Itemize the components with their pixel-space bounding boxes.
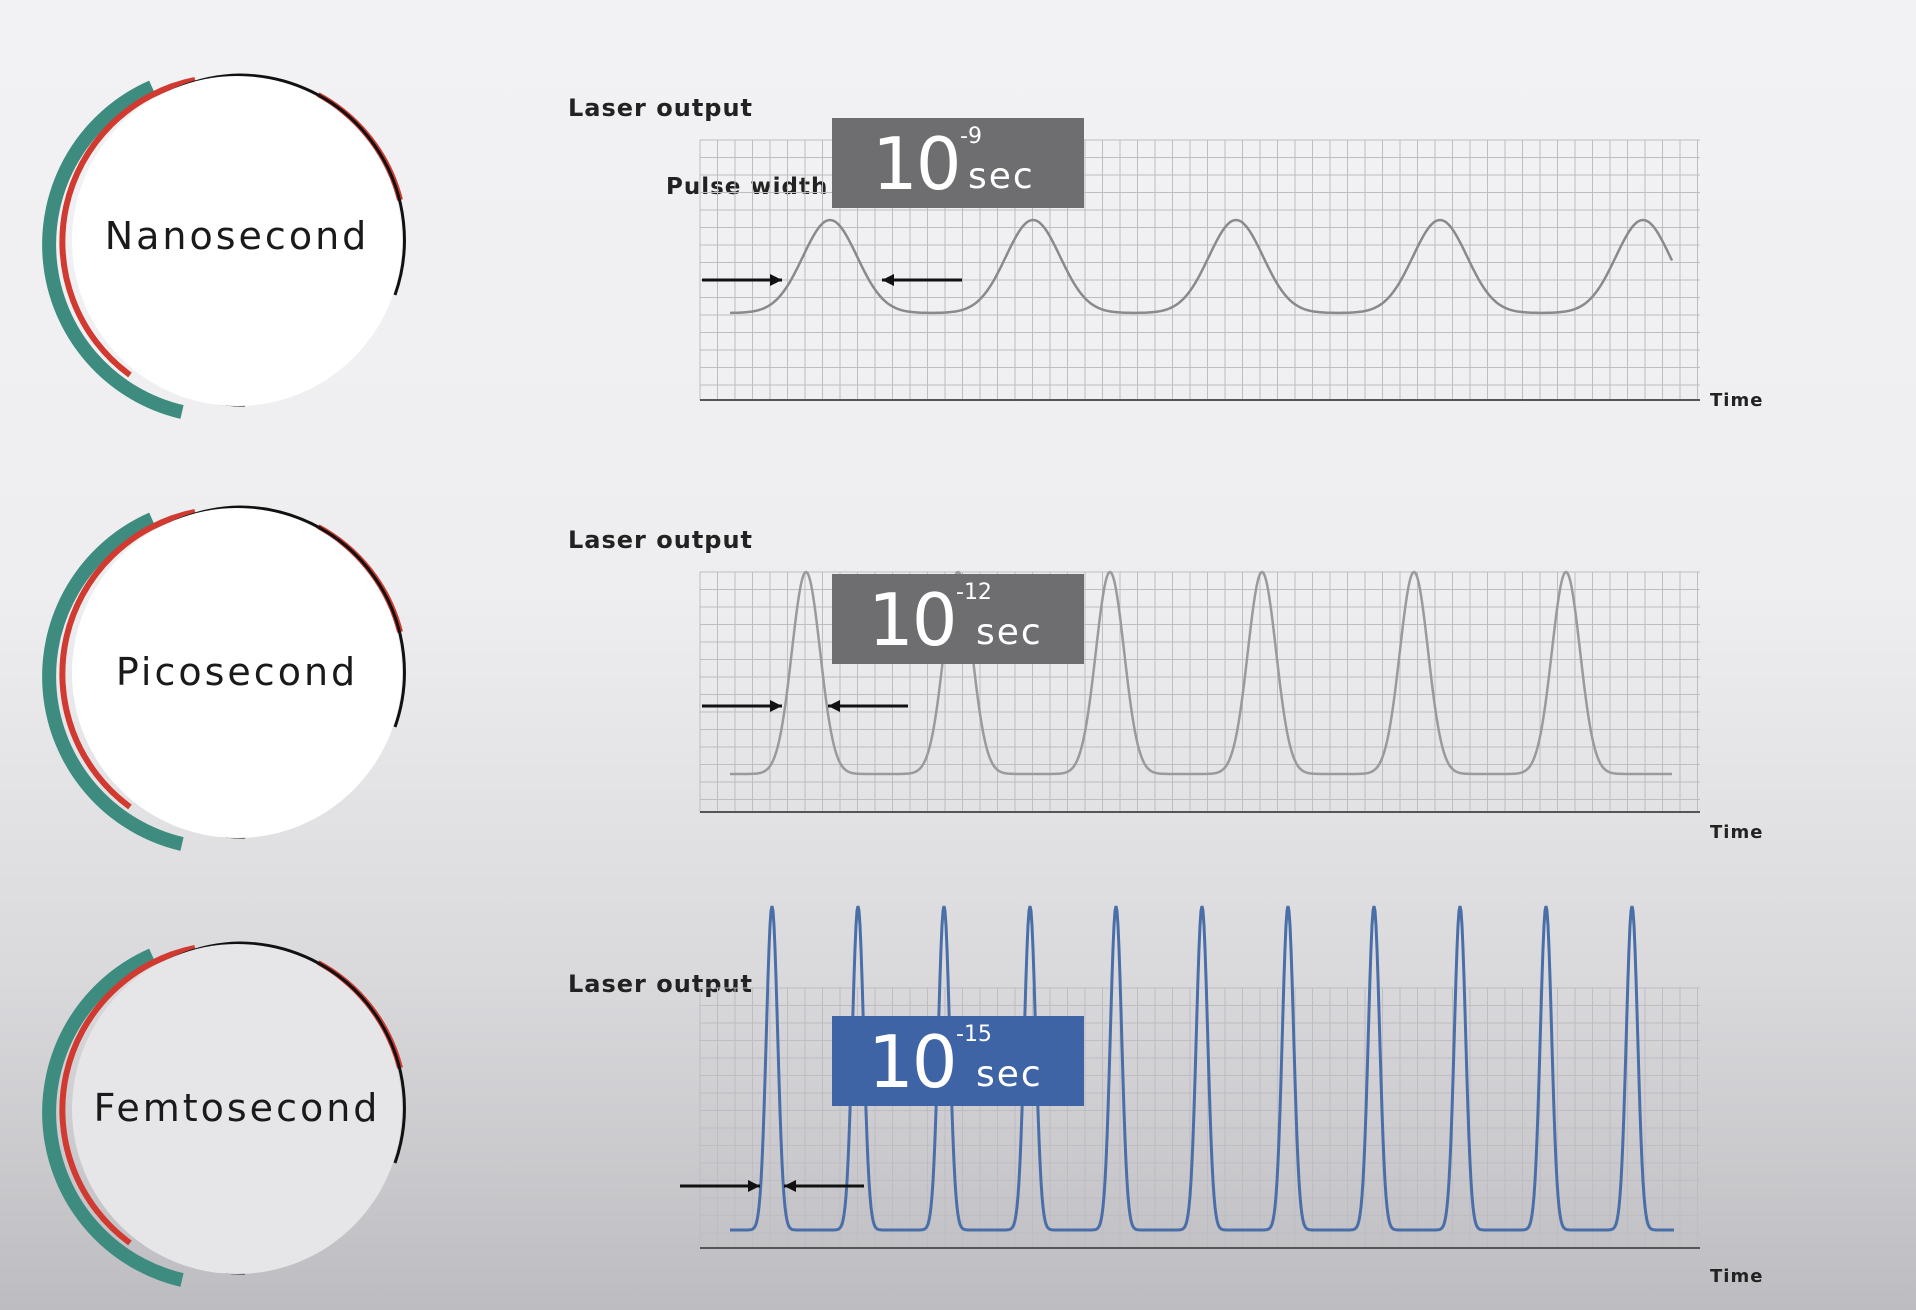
badge-base: 10 — [872, 122, 962, 206]
row-nanosecond: Nanosecond Laser output Pulse width Time… — [0, 0, 1916, 420]
pulse-width-arrow-left — [702, 274, 782, 286]
pulse-duration-badge: 10 -9 sec — [832, 118, 1084, 208]
badge-base: 10 — [868, 578, 958, 662]
grid — [699, 571, 1700, 812]
teal-arc — [42, 948, 184, 1287]
grid — [699, 139, 1700, 400]
badge-exponent: -12 — [956, 580, 992, 605]
waveform-line — [730, 218, 1674, 315]
teal-arc — [42, 80, 184, 419]
circle-femtosecond: Femtosecond — [72, 944, 402, 1274]
pulse-duration-badge: 10 -15 sec — [832, 1016, 1084, 1106]
pulse-width-arrow-right — [882, 274, 962, 286]
circle-label: Femtosecond — [93, 1086, 381, 1130]
y-axis-label: Laser output — [568, 526, 754, 554]
pulse-width-arrow-right — [828, 700, 908, 712]
x-axis-label: Time — [1710, 390, 1764, 411]
badge-unit: sec — [976, 1054, 1043, 1095]
circle-nanosecond: Nanosecond — [72, 76, 402, 406]
y-axis-label: Laser output — [568, 970, 754, 998]
badge-base: 10 — [868, 1020, 958, 1104]
badge-unit: sec — [976, 612, 1043, 653]
red-arc-left — [59, 509, 196, 810]
pulse-width-arrow-left — [680, 1180, 760, 1192]
red-arc-left — [59, 77, 196, 378]
waveform-line — [730, 570, 1672, 776]
waveform-plot-nanosecond — [699, 139, 1700, 401]
red-arc-left — [59, 945, 196, 1246]
pulse-duration-badge: 10 -12 sec — [832, 574, 1084, 664]
pulse-width-label: Pulse width — [666, 174, 829, 200]
badge-unit: sec — [968, 156, 1035, 197]
circle-label: Picosecond — [115, 650, 359, 694]
x-axis-label: Time — [1710, 1266, 1764, 1287]
circle-picosecond: Picosecond — [72, 508, 402, 838]
y-axis-label: Laser output — [568, 94, 754, 122]
pulse-width-arrow-left — [702, 700, 782, 712]
badge-exponent: -9 — [960, 124, 982, 149]
teal-arc — [42, 512, 184, 851]
circle-label: Nanosecond — [104, 214, 370, 258]
waveform-plot-picosecond — [699, 570, 1700, 813]
badge-exponent: -15 — [956, 1022, 992, 1047]
row-picosecond: Picosecond Laser output Time 10 -12 sec — [0, 432, 1916, 852]
pulse-width-arrow-right — [784, 1180, 864, 1192]
waveform-line — [730, 905, 1674, 1232]
waveform-plot-femtosecond — [680, 905, 1700, 1249]
row-femtosecond: Femtosecond Laser output Time 10 -15 sec — [0, 868, 1916, 1288]
x-axis-label: Time — [1710, 822, 1764, 843]
